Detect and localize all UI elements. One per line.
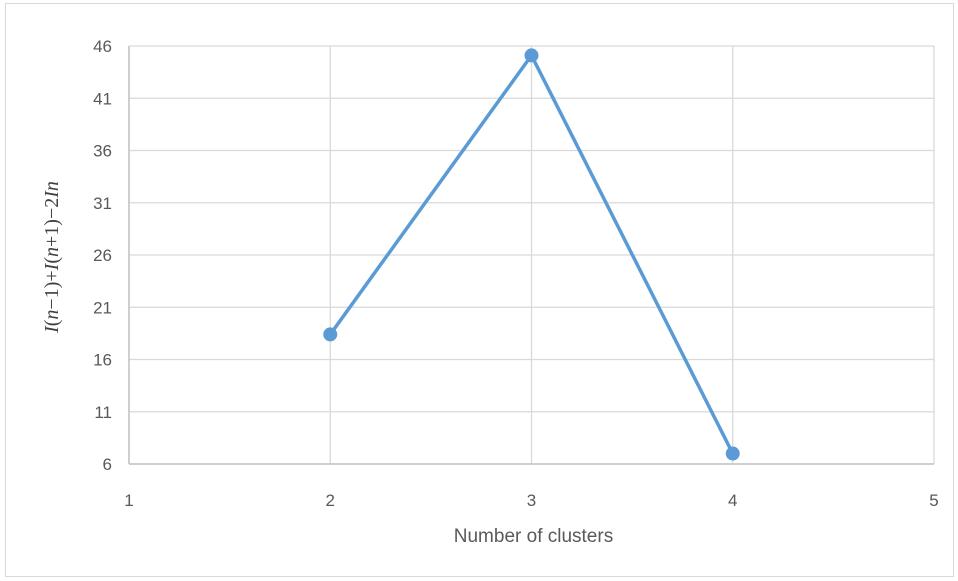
y-tick-label: 11 [94, 403, 112, 422]
y-tick-label: 21 [93, 298, 112, 317]
data-point [524, 48, 539, 63]
y-tick-label: 36 [93, 142, 112, 161]
y-axis-title-glyph: I [41, 190, 63, 199]
y-tick-label: 31 [93, 194, 112, 213]
x-tick-label: 1 [124, 491, 133, 510]
x-tick-label: 4 [728, 491, 737, 510]
x-axis-title: Number of clusters [454, 526, 613, 547]
y-axis-title-glyph: ( [41, 319, 63, 326]
y-axis-title-glyph: − [41, 208, 63, 219]
y-tick-label: 16 [93, 351, 112, 370]
x-tick-label: 5 [929, 491, 938, 510]
y-axis-title-glyph: n [41, 181, 63, 191]
y-axis-title-glyph: I [41, 325, 63, 334]
y-axis-title-glyph: 2 [41, 198, 63, 208]
x-tick-label: 2 [326, 491, 335, 510]
y-axis-title-glyph: ) [41, 282, 63, 289]
grid-layer [129, 45, 935, 464]
y-tick-label: 6 [103, 455, 112, 474]
y-tick-label: 41 [93, 89, 112, 108]
series-layer [323, 48, 740, 461]
label-layer: 6 11 16 21 26 31 36 41 46 1 2 3 4 5 [93, 37, 939, 510]
y-axis-title: I(n−1)+I(n+1)−2In [41, 181, 63, 334]
y-axis-title-glyph: − [41, 298, 63, 309]
axis-layer [128, 46, 934, 465]
y-axis-title-glyph: n [41, 310, 63, 320]
data-point [725, 446, 740, 461]
y-axis-title-glyph: 1 [41, 226, 63, 236]
y-axis-title-glyph: 1 [41, 288, 63, 298]
y-axis-title-glyph: ) [41, 219, 63, 226]
data-point [323, 327, 338, 342]
y-axis-title-glyph: + [41, 236, 63, 247]
chart-area: 6 11 16 21 26 31 36 41 46 1 2 3 4 5 Number of cluster… [5, 3, 954, 577]
y-axis-title-glyph: ( [41, 257, 63, 264]
x-tick-label: 3 [527, 491, 536, 510]
y-axis-title-glyph: n [41, 247, 63, 257]
y-tick-label: 46 [93, 37, 112, 56]
y-axis-title-glyph: + [41, 270, 63, 281]
y-axis-title-glyph: I [41, 262, 63, 271]
y-tick-label: 26 [93, 246, 112, 265]
